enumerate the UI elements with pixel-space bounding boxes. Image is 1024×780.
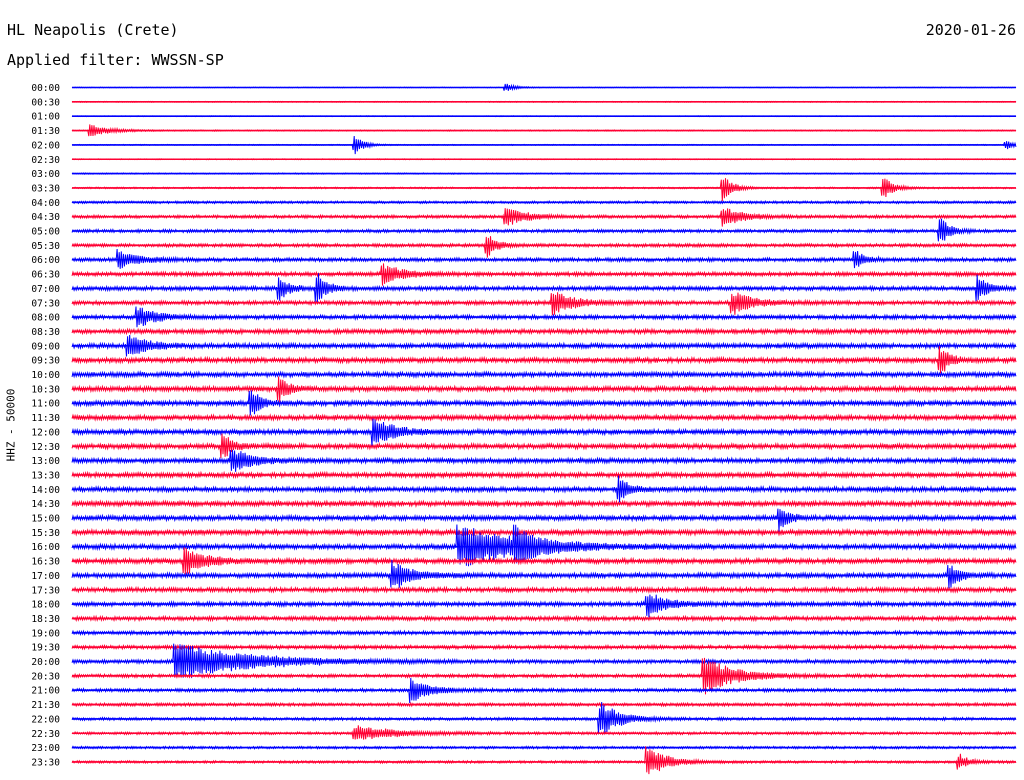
time-tick-0230: 02:30 — [31, 155, 60, 166]
trace-1530 — [71, 527, 1017, 537]
trace-1400 — [71, 475, 1017, 503]
time-tick-0730: 07:30 — [31, 298, 60, 309]
time-tick-0600: 06:00 — [31, 255, 60, 266]
trace-2000 — [71, 643, 1017, 679]
time-tick-1130: 11:30 — [31, 413, 60, 424]
trace-2230 — [71, 725, 1017, 740]
trace-2330 — [71, 746, 1017, 775]
time-tick-1430: 14:30 — [31, 499, 60, 510]
filter-label: Applied filter: WWSSN-SP — [7, 51, 224, 69]
trace-1200 — [71, 418, 1017, 448]
trace-0830 — [71, 327, 1017, 336]
time-tick-1200: 12:00 — [31, 427, 60, 438]
trace-1130 — [71, 413, 1017, 422]
time-tick-0000: 00:00 — [31, 83, 60, 94]
trace-1000 — [71, 370, 1017, 379]
time-tick-2100: 21:00 — [31, 686, 60, 697]
time-tick-2000: 20:00 — [31, 657, 60, 668]
time-tick-0330: 03:30 — [31, 183, 60, 194]
time-tick-1630: 16:30 — [31, 557, 60, 568]
time-tick-0830: 08:30 — [31, 327, 60, 338]
trace-1600 — [71, 524, 1017, 567]
time-tick-2330: 23:30 — [31, 757, 60, 768]
time-tick-labels: 00:00 00:30 01:00 01:30 02:00 02:30 03:00 03:30… — [31, 83, 60, 768]
time-tick-1400: 14:00 — [31, 485, 60, 496]
time-tick-1900: 19:00 — [31, 628, 60, 639]
trace-0800 — [71, 306, 1017, 328]
station-title: HL Neapolis (Crete) — [7, 21, 179, 39]
trace-0630 — [71, 263, 1017, 286]
trace-0330 — [71, 178, 1017, 202]
time-tick-0100: 01:00 — [31, 112, 60, 123]
time-tick-0030: 00:30 — [31, 97, 60, 108]
trace-0930 — [71, 346, 1017, 374]
time-tick-2200: 22:00 — [31, 714, 60, 725]
time-tick-2300: 23:00 — [31, 743, 60, 754]
seismogram-traces — [71, 83, 1017, 775]
time-tick-1700: 17:00 — [31, 571, 60, 582]
time-tick-0500: 05:00 — [31, 227, 60, 238]
time-tick-1930: 19:30 — [31, 643, 60, 654]
time-tick-1030: 10:30 — [31, 384, 60, 395]
time-tick-0700: 07:00 — [31, 284, 60, 295]
time-tick-0930: 09:30 — [31, 356, 60, 367]
time-tick-1300: 13:00 — [31, 456, 60, 467]
trace-1100 — [71, 390, 1017, 416]
time-tick-0530: 05:30 — [31, 241, 60, 252]
trace-1030 — [71, 376, 1017, 403]
trace-1230 — [71, 433, 1017, 459]
trace-1930 — [71, 643, 1017, 651]
trace-1800 — [71, 594, 1017, 618]
time-tick-0400: 04:00 — [31, 198, 60, 209]
time-tick-1500: 15:00 — [31, 514, 60, 525]
trace-0700 — [71, 273, 1017, 303]
time-tick-1530: 15:30 — [31, 528, 60, 539]
time-tick-1730: 17:30 — [31, 585, 60, 596]
time-tick-0800: 08:00 — [31, 313, 60, 324]
time-tick-1600: 16:00 — [31, 542, 60, 553]
trace-1330 — [71, 470, 1017, 480]
trace-1730 — [71, 585, 1017, 594]
trace-0530 — [71, 236, 1017, 258]
time-tick-0900: 09:00 — [31, 341, 60, 352]
time-tick-1230: 12:30 — [31, 442, 60, 453]
time-tick-1800: 18:00 — [31, 600, 60, 611]
time-tick-0430: 04:30 — [31, 212, 60, 223]
time-tick-1830: 18:30 — [31, 614, 60, 625]
time-tick-0130: 01:30 — [31, 126, 60, 137]
trace-1500 — [71, 508, 1017, 532]
time-tick-0300: 03:00 — [31, 169, 60, 180]
trace-1700 — [71, 559, 1017, 589]
time-tick-1000: 10:00 — [31, 370, 60, 381]
time-tick-0200: 02:00 — [31, 140, 60, 151]
time-tick-0630: 06:30 — [31, 270, 60, 281]
trace-1630 — [71, 547, 1017, 575]
time-tick-2230: 22:30 — [31, 729, 60, 740]
trace-0600 — [71, 248, 1017, 269]
time-tick-1330: 13:30 — [31, 470, 60, 481]
trace-2030 — [71, 657, 1017, 695]
time-tick-2130: 21:30 — [31, 700, 60, 711]
trace-0900 — [71, 334, 1017, 357]
trace-0730 — [71, 292, 1017, 316]
time-tick-2030: 20:30 — [31, 671, 60, 682]
trace-0500 — [71, 218, 1017, 242]
time-tick-1100: 11:00 — [31, 399, 60, 410]
date-label: 2020-01-26 — [925, 21, 1016, 39]
trace-1430 — [71, 499, 1017, 509]
trace-1300 — [71, 449, 1017, 472]
